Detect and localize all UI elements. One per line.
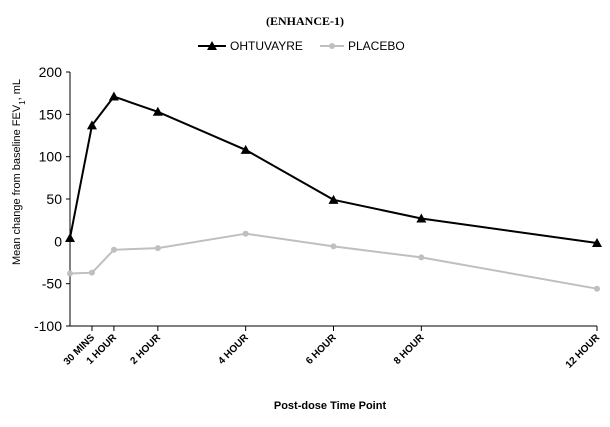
series-placebo [67, 230, 600, 292]
series-line-placebo [69, 232, 598, 290]
data-point-ohtuvayre [328, 194, 339, 204]
y-tick-label: -100 [34, 318, 62, 334]
data-point-ohtuvayre [416, 213, 427, 223]
y-axis-label-subscript: 1 [18, 100, 27, 105]
data-point-placebo [110, 246, 117, 253]
data-point-ohtuvayre [65, 232, 75, 242]
data-point-ohtuvayre [240, 144, 251, 154]
legend-marker-placebo [329, 43, 335, 49]
y-tick-label: 100 [39, 149, 63, 165]
x-axis-label: Post-dose Time Point [274, 400, 387, 412]
legend: OHTUVAYRE PLACEBO [198, 39, 405, 53]
y-tick-label: 200 [39, 64, 63, 80]
data-point-ohtuvayre [86, 120, 97, 130]
y-ticks: 200 150 100 50 0 -50 -100 [34, 64, 70, 334]
chart-title: (ENHANCE-1) [266, 14, 344, 28]
legend-marker-ohtuvayre [207, 41, 217, 50]
x-tick-label: 6 HOUR [304, 332, 339, 367]
x-tick-label: 8 HOUR [392, 332, 427, 367]
y-tick-label: 0 [54, 233, 62, 249]
x-tick-label: 4 HOUR [216, 332, 251, 367]
data-point-ohtuvayre [152, 106, 163, 116]
y-tick-label: 150 [39, 106, 63, 122]
series-layer [65, 91, 602, 292]
y-axis-label-suffix: , mL [11, 79, 23, 100]
data-point-placebo [330, 243, 337, 250]
y-axis-label-main: Mean change from baseline FEV [11, 104, 23, 265]
data-point-placebo [594, 285, 600, 292]
data-point-ohtuvayre [592, 238, 602, 248]
legend-item-ohtuvayre: OHTUVAYRE [198, 39, 303, 53]
series-ohtuvayre [65, 91, 602, 248]
legend-item-placebo: PLACEBO [320, 39, 405, 53]
data-point-placebo [88, 269, 95, 276]
data-point-placebo [154, 245, 161, 252]
data-point-placebo [242, 230, 249, 237]
legend-label-placebo: PLACEBO [348, 39, 405, 53]
y-tick-label: -50 [42, 276, 62, 292]
legend-label-ohtuvayre: OHTUVAYRE [230, 39, 303, 53]
y-axis-label: Mean change from baseline FEV1, mL [11, 79, 27, 265]
series-line-ohtuvayre [69, 95, 598, 244]
data-point-placebo [418, 254, 425, 261]
data-point-ohtuvayre [108, 91, 119, 101]
y-tick-label: 50 [46, 191, 62, 207]
x-tick-label: 2 HOUR [128, 332, 163, 367]
data-point-placebo [67, 270, 73, 277]
x-tick-label: 12 HOUR [564, 332, 603, 371]
